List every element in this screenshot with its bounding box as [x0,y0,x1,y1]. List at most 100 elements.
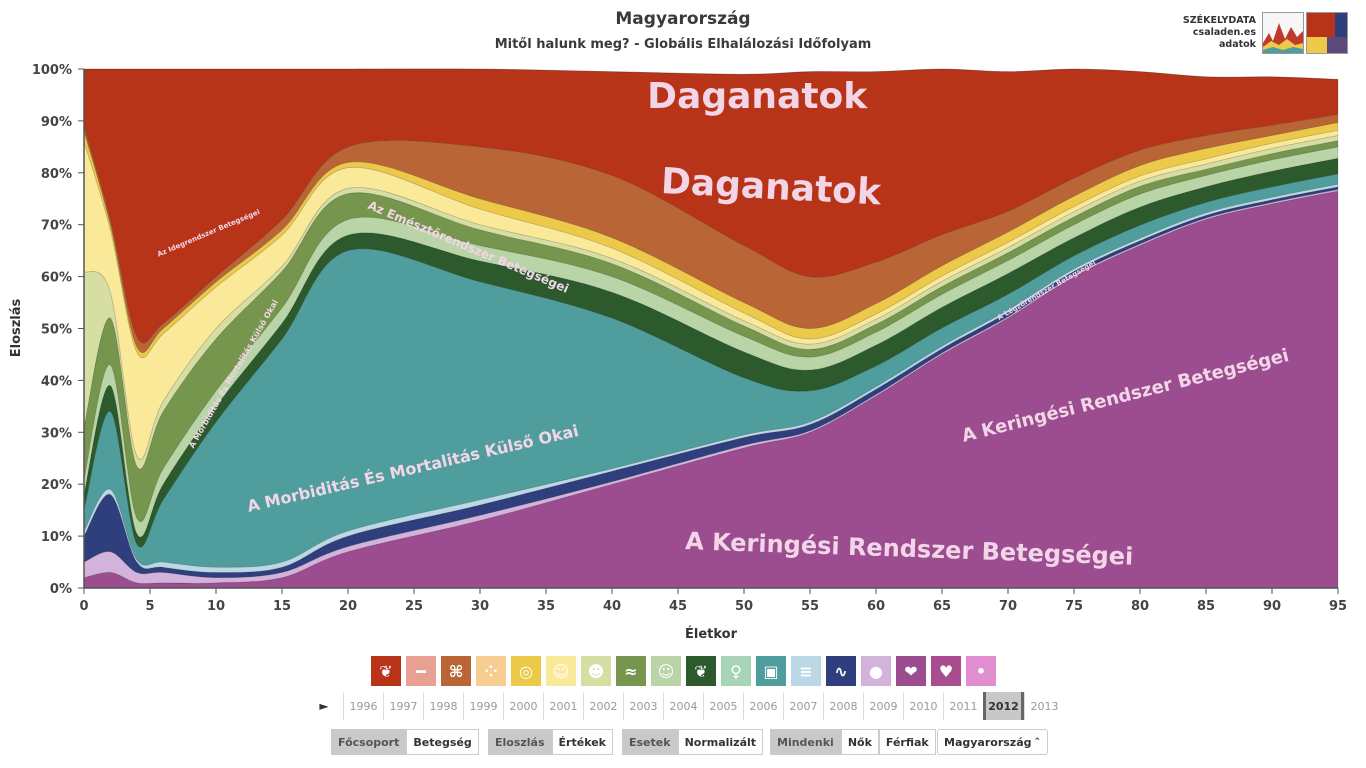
car-icon[interactable]: ▣ [756,656,786,686]
x-tick-label: 55 [801,599,819,614]
y-ticks: 0% 10% 20% 30% 40% 50% 60% 70% 80% 90% 100% [32,63,84,597]
toggle-normalizalt[interactable]: Normalizált [677,729,764,755]
toggle-eloszlas[interactable]: Eloszlás [488,729,552,755]
digestive-icon[interactable]: ⌘ [441,656,471,686]
year-2008[interactable]: 2008 [823,692,863,720]
x-tick-label: 35 [537,599,555,614]
y-tick-label: 70% [41,219,72,234]
year-2006[interactable]: 2006 [743,692,783,720]
pregnancy-icon[interactable]: ♀ [721,656,751,686]
toggle-fcsoport[interactable]: Főcsoport [331,729,407,755]
sex-toggle: Mindenki Nők Férfiak [770,729,936,755]
group-toggle: Főcsoport Betegség [331,729,479,755]
x-tick-label: 75 [1065,599,1083,614]
smiley-icon[interactable]: ☺ [651,656,681,686]
year-2002[interactable]: 2002 [583,692,623,720]
toggle-esetek[interactable]: Esetek [622,729,678,755]
treemap-thumbnail-icon[interactable] [1306,12,1348,54]
toggle-ertekek[interactable]: Értékek [551,729,614,755]
heart-icon[interactable]: ♥ [931,656,961,686]
play-button[interactable]: ► [319,699,329,713]
x-tick-label: 65 [933,599,951,614]
y-tick-label: 100% [32,63,72,78]
x-tick-label: 70 [999,599,1017,614]
toggle-mindenki[interactable]: Mindenki [770,729,841,755]
y-tick-label: 80% [41,167,72,182]
x-axis-title: Életkor [685,626,738,640]
year-2004[interactable]: 2004 [663,692,703,720]
x-tick-label: 10 [207,599,225,614]
year-1998[interactable]: 1998 [423,692,463,720]
y-tick-label: 0% [50,582,72,597]
x-tick-label: 5 [145,599,154,614]
lollipop-icon[interactable]: ◎ [511,656,541,686]
areas-layer [83,68,1339,589]
kidneys-icon[interactable]: ❤ [896,656,926,686]
year-2009[interactable]: 2009 [863,692,903,720]
y-tick-label: 20% [41,478,72,493]
x-tick-label: 85 [1197,599,1215,614]
area-annotation-label: Daganatok [647,76,868,117]
area-series-1[interactable] [83,188,1339,584]
scale-toggle: Esetek Normalizált [622,729,764,755]
bacteria-icon[interactable]: ∿ [826,656,856,686]
list-icon[interactable]: ≡ [791,656,821,686]
x-tick-label: 25 [405,599,423,614]
drop-icon[interactable]: ● [861,656,891,686]
area-series-5[interactable] [83,157,1339,548]
y-tick-label: 30% [41,426,72,441]
year-2000[interactable]: 2000 [503,692,543,720]
area-series-2[interactable] [83,186,1339,578]
ear-icon[interactable]: • [966,656,996,686]
x-tick-label: 20 [339,599,357,614]
logo-line-3: adatok [1218,39,1256,50]
baby-icon[interactable]: ☻ [581,656,611,686]
year-2005[interactable]: 2005 [703,692,743,720]
year-1997[interactable]: 1997 [383,692,423,720]
year-2007[interactable]: 2007 [783,692,823,720]
country-select[interactable]: Magyarország ⌃ [937,729,1049,755]
chevron-down-icon: ⌃ [1033,737,1042,747]
mode-toggle: Eloszlás Értékek [488,729,614,755]
y-tick-label: 10% [41,530,72,545]
chromosome-icon[interactable]: ≈ [616,656,646,686]
ribbon-icon[interactable]: ❦ [371,656,401,686]
area-series-4[interactable] [83,173,1339,568]
year-2011[interactable]: 2011 [943,692,983,720]
chart-title: Magyarország [615,9,751,29]
lungs-icon[interactable]: ❦ [686,656,716,686]
x-tick-label: 90 [1263,599,1281,614]
y-axis-title: Eloszlás [9,298,24,357]
toggle-ferfiak[interactable]: Férfiak [878,729,936,755]
area-series-12[interactable] [83,68,1339,344]
cells-icon[interactable]: ⁘ [476,656,506,686]
bone-icon[interactable]: ━ [406,656,436,686]
x-tick-label: 40 [603,599,621,614]
year-2012[interactable]: 2012 [983,692,1024,720]
area-series-6[interactable] [83,146,1339,538]
x-tick-label: 60 [867,599,885,614]
x-tick-label: 15 [273,599,291,614]
toggle-betegseg[interactable]: Betegség [406,729,479,755]
stacked-area-chart[interactable]: 0 5 10 15 20 25 30 35 40 45 50 55 60 65 70 75 80 85 90 95 0… [0,0,1366,640]
chart-subtitle: Mitől halunk meg? - Globális Elhalálozás… [494,37,872,52]
year-1999[interactable]: 1999 [463,692,503,720]
logo-line-1: SZÉKELYDATA [1182,15,1256,26]
year-2010[interactable]: 2010 [903,692,943,720]
x-tick-label: 80 [1131,599,1149,614]
toggle-nok[interactable]: Nők [840,729,879,755]
streamgraph-thumbnail-icon[interactable] [1262,12,1304,54]
year-2003[interactable]: 2003 [623,692,663,720]
year-2013[interactable]: 2013 [1024,692,1064,720]
logo-text[interactable]: SZÉKELYDATA csaladen.es adatok [1183,15,1256,51]
x-tick-label: 0 [79,599,88,614]
y-tick-label: 90% [41,115,72,130]
logo-line-2: csaladen.es [1192,27,1256,38]
year-1996[interactable]: 1996 [343,692,383,720]
y-tick-label: 60% [41,271,72,286]
area-series-13[interactable] [84,68,1339,80]
head-icon[interactable]: ☺ [546,656,576,686]
year-2001[interactable]: 2001 [543,692,583,720]
x-tick-label: 50 [735,599,753,614]
area-series-3[interactable] [83,183,1339,573]
